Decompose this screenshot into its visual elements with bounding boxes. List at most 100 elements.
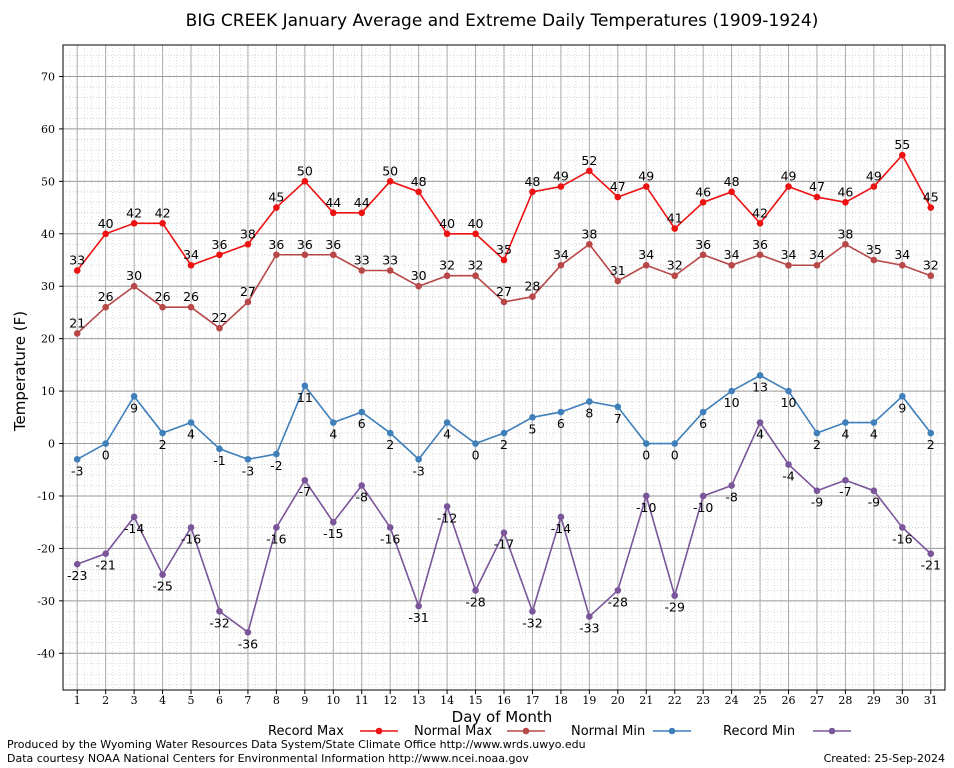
data-label-record-min: 4 (756, 427, 764, 442)
x-tick-label: 19 (582, 694, 596, 707)
legend-swatch-marker (375, 727, 383, 735)
data-point-normal-min (870, 419, 878, 426)
x-tick-label: 1 (74, 694, 81, 707)
data-label-record-max: 42 (752, 205, 768, 220)
data-point-normal-max (329, 251, 337, 259)
data-label-normal-max: 27 (240, 284, 256, 299)
data-label-record-max: 33 (69, 252, 85, 267)
data-label-record-min: -28 (465, 594, 485, 609)
data-point-record-max (614, 193, 622, 201)
data-point-record-min (813, 487, 821, 495)
data-point-normal-max (415, 282, 422, 290)
data-label-normal-min: 10 (724, 395, 740, 410)
data-label-record-min: -17 (494, 537, 514, 552)
y-tick-label: -40 (37, 647, 55, 660)
data-label-record-max: 35 (496, 242, 512, 257)
data-label-normal-max: 36 (695, 237, 711, 252)
data-point-record-min (529, 608, 536, 615)
data-point-record-min (899, 524, 906, 531)
data-point-normal-min (386, 429, 394, 437)
data-label-normal-max: 30 (126, 268, 142, 283)
data-label-normal-min: 4 (870, 427, 878, 442)
data-point-normal-min (529, 414, 536, 421)
data-label-normal-min: -3 (71, 463, 83, 478)
data-label-normal-min: 4 (841, 427, 849, 442)
y-tick-label: 50 (41, 175, 55, 188)
data-point-normal-min (216, 445, 223, 453)
x-tick-label: 20 (611, 694, 625, 707)
y-tick-label: -10 (37, 490, 55, 503)
x-tick-label: 17 (525, 694, 539, 707)
data-point-record-min (102, 550, 109, 557)
data-point-normal-max (73, 330, 81, 337)
y-tick-label: 10 (41, 385, 55, 398)
data-point-normal-max (870, 256, 878, 264)
data-label-record-min: -16 (380, 531, 400, 546)
data-label-record-min: -25 (152, 579, 172, 594)
data-point-record-min (443, 503, 451, 510)
data-label-record-min: -4 (782, 469, 795, 484)
data-label-normal-max: 34 (809, 247, 825, 262)
data-point-normal-min (244, 455, 252, 463)
data-label-record-min: -10 (636, 500, 656, 515)
data-point-record-max (870, 183, 878, 190)
data-label-normal-min: -1 (213, 453, 225, 468)
y-tick-label: 40 (41, 228, 55, 241)
data-label-record-max: 40 (98, 216, 114, 231)
x-tick-label: 31 (924, 694, 938, 707)
data-label-record-min: -16 (266, 531, 286, 546)
legend-label: Record Min (723, 724, 795, 739)
data-label-record-min: -28 (608, 594, 628, 609)
x-tick-label: 11 (355, 694, 369, 707)
data-label-record-min: -7 (839, 484, 851, 499)
y-tick-label: 0 (48, 438, 55, 451)
legend-item-record-min: Record Min (723, 724, 851, 739)
data-label-normal-max: 36 (752, 237, 768, 252)
data-point-normal-min (614, 403, 622, 411)
data-label-normal-max: 26 (155, 289, 171, 304)
data-point-normal-min (728, 387, 735, 395)
legend-label: Record Max (268, 724, 344, 739)
x-tick-label: 9 (301, 694, 308, 707)
legend-item-normal-max: Normal Max (414, 724, 545, 739)
data-label-normal-min: 6 (699, 416, 707, 431)
data-label-record-max: 47 (809, 179, 825, 194)
data-point-record-max (159, 219, 166, 227)
data-point-normal-max (642, 261, 650, 269)
data-label-normal-min: 10 (781, 395, 797, 410)
data-label-normal-max: 38 (837, 226, 853, 241)
data-point-normal-min (159, 429, 166, 437)
data-point-record-max (842, 199, 849, 206)
data-point-normal-min (443, 419, 451, 426)
data-point-normal-min (842, 419, 849, 426)
x-tick-label: 5 (188, 694, 195, 707)
y-tick-label: 20 (41, 333, 55, 346)
data-point-normal-max (244, 298, 252, 306)
data-point-record-max (386, 178, 394, 185)
data-point-record-max (415, 188, 422, 196)
data-point-normal-min (102, 440, 109, 447)
data-label-record-max: 44 (325, 195, 341, 210)
legend-item-normal-min: Normal Min (571, 724, 691, 739)
data-label-record-max: 48 (524, 174, 540, 189)
data-point-normal-min (671, 440, 679, 447)
data-point-record-min (756, 419, 764, 426)
data-point-normal-min (756, 372, 764, 379)
data-label-record-max: 49 (866, 169, 882, 184)
data-point-record-max (529, 188, 536, 196)
data-label-record-min: -8 (725, 489, 738, 504)
legend-label: Normal Min (571, 724, 645, 739)
data-point-record-min (671, 592, 679, 599)
x-tick-label: 26 (782, 694, 796, 707)
data-label-normal-min: 9 (130, 400, 138, 415)
data-point-record-min (358, 482, 366, 489)
x-tick-label: 8 (273, 694, 280, 707)
data-label-record-min: -31 (408, 610, 428, 625)
legend-swatch-marker (668, 727, 676, 735)
data-point-record-max (73, 267, 81, 274)
data-label-normal-max: 34 (894, 247, 910, 262)
series-normal-max (73, 240, 935, 337)
y-tick-label: 60 (41, 123, 55, 136)
data-point-normal-max (756, 251, 764, 259)
